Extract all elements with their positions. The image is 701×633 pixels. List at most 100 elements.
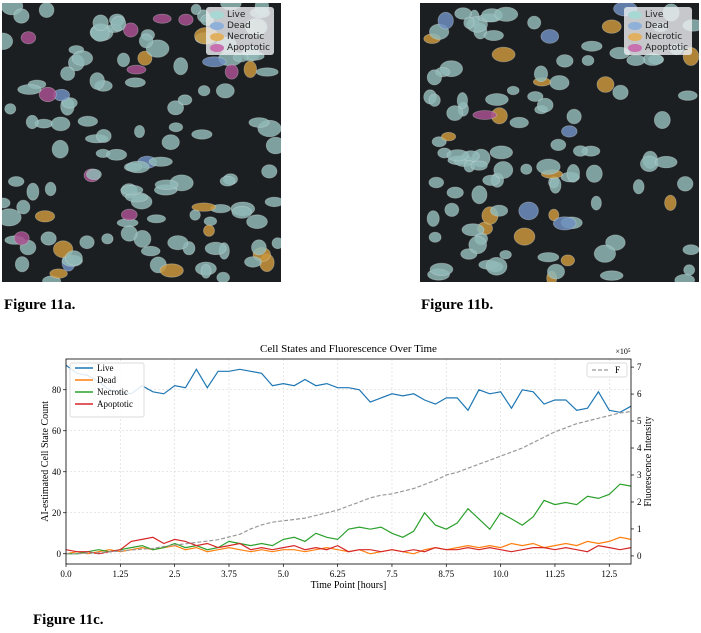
cell <box>429 262 454 276</box>
cell <box>566 108 582 125</box>
chart-legend-left: Live Dead Necrotic Apoptotic <box>69 362 145 418</box>
cell <box>549 176 562 194</box>
series-line-f <box>66 411 632 555</box>
cell <box>2 208 22 227</box>
cell <box>581 40 603 52</box>
cell <box>255 67 279 77</box>
cell <box>428 176 445 189</box>
cell <box>101 233 114 245</box>
figure-11b-caption: Figure 11b. <box>421 297 494 313</box>
legend-swatch <box>210 43 224 52</box>
legend-swatch <box>628 10 642 19</box>
legend-item-dead: Dead <box>210 20 270 31</box>
y-tick-label-left: 60 <box>52 426 62 436</box>
legend-item-live: Live <box>628 9 688 20</box>
cell <box>124 77 146 88</box>
cell <box>26 182 40 201</box>
cell <box>601 19 622 34</box>
cell <box>200 264 212 279</box>
cell <box>126 160 150 174</box>
cell <box>444 202 460 217</box>
cell <box>572 145 588 157</box>
cell <box>154 179 179 190</box>
x-tick-label: 8.75 <box>438 569 454 579</box>
cell <box>117 52 131 68</box>
chart-legend-right: F <box>586 362 628 378</box>
cell <box>96 129 112 144</box>
cell <box>527 91 544 102</box>
plot-frame <box>65 358 632 565</box>
cell <box>536 158 561 175</box>
legend-item-dead: Dead <box>628 20 688 31</box>
y-tick-label-right: 5 <box>637 416 642 426</box>
cell <box>49 268 68 279</box>
cell <box>513 227 536 246</box>
cell <box>547 263 566 280</box>
cell <box>77 115 99 127</box>
y-tick-label-right: 3 <box>637 470 642 480</box>
cell <box>472 110 498 120</box>
cell <box>110 15 127 32</box>
cell <box>428 231 442 243</box>
cell <box>550 138 567 151</box>
y-tick-label-right: 6 <box>637 389 642 399</box>
x-tick-label: 6.25 <box>330 569 346 579</box>
cell <box>34 210 56 223</box>
legend-item-necrotic: Necrotic <box>628 31 688 42</box>
cell <box>244 256 262 268</box>
cell <box>431 136 447 148</box>
y-tick-label-right: 7 <box>637 362 642 372</box>
cell <box>167 235 189 251</box>
cell <box>243 60 258 79</box>
cell <box>168 122 184 133</box>
y-tick-label-left: 80 <box>52 385 62 395</box>
cell <box>204 241 227 256</box>
cell <box>683 264 696 276</box>
figure-11b-cells <box>423 3 699 282</box>
cell <box>664 194 677 211</box>
cell <box>426 210 440 227</box>
cell <box>596 76 615 93</box>
figure-11a-legend: Live Dead Necrotic Apoptotic <box>206 7 275 55</box>
cell <box>190 3 202 15</box>
cell <box>126 64 147 75</box>
cell <box>191 202 217 212</box>
cell <box>446 149 469 162</box>
chart-title: Cell States and Fluorescence Over Time <box>260 343 437 355</box>
cell <box>261 164 278 179</box>
series-lines <box>65 364 632 555</box>
cell <box>527 15 542 30</box>
cell <box>556 54 574 68</box>
cell <box>653 111 671 130</box>
cell <box>485 256 508 276</box>
cell <box>552 216 577 231</box>
cell <box>44 181 57 197</box>
cell <box>178 13 194 26</box>
cell <box>682 244 699 256</box>
cell <box>17 84 42 95</box>
x-axis-label: Time Point [hours] <box>311 580 387 591</box>
series-line-live <box>65 364 632 413</box>
cell <box>89 72 105 90</box>
x-tick-label: 11.25 <box>545 569 565 579</box>
cell <box>561 125 578 138</box>
cell <box>509 116 529 129</box>
cell <box>106 148 128 161</box>
right-axis-offset-label: ×10⁵ <box>615 347 631 356</box>
cell <box>50 116 71 132</box>
cell <box>251 239 267 256</box>
x-tick-label: 7.5 <box>386 569 398 579</box>
y-tick-label-left: 0 <box>57 549 62 559</box>
cell <box>632 179 645 195</box>
cell <box>446 105 464 121</box>
legend-swatch <box>628 43 642 52</box>
cell <box>140 245 161 257</box>
cell <box>471 185 488 205</box>
cell <box>490 204 509 217</box>
figure-11a-caption: Figure 11a. <box>4 297 76 313</box>
cell <box>38 86 57 103</box>
cell <box>612 84 629 101</box>
cell <box>25 114 39 130</box>
cell <box>518 201 539 221</box>
cell <box>138 33 154 49</box>
